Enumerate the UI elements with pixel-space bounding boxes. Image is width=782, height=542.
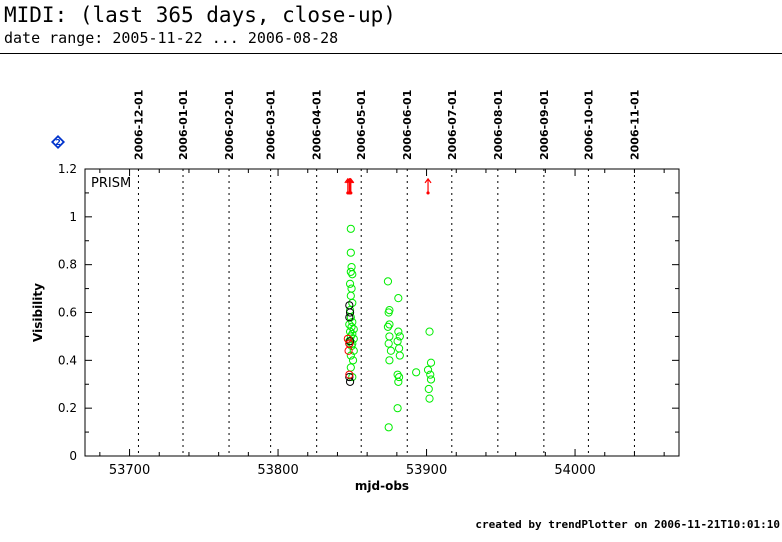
month-label: 2006-09-01 [538, 90, 551, 160]
y-tick-label: 1 [69, 210, 77, 224]
data-point [384, 308, 393, 317]
data-point [385, 356, 394, 365]
data-point [426, 375, 436, 384]
y-tick-label: 0.4 [58, 353, 77, 367]
y-tick-label: 0.8 [58, 258, 77, 272]
x-tick-label: 53700 [109, 463, 150, 478]
data-point [425, 327, 434, 336]
y-axis-label: Visibility [31, 283, 45, 342]
month-label: 2006-10-01 [582, 90, 595, 160]
data-point [394, 344, 404, 353]
data-point [348, 270, 357, 279]
data-point [346, 363, 355, 372]
data-point [423, 365, 433, 374]
chart-title: MIDI: (last 365 days, close-up) [4, 3, 396, 27]
y-tick-label: 0.6 [58, 306, 77, 320]
month-label: 2006-11-01 [628, 90, 641, 160]
data-point [345, 308, 355, 317]
month-label: 2006-07-01 [446, 90, 459, 160]
data-point [346, 267, 355, 276]
month-label: 2006-05-01 [355, 90, 368, 160]
data-point [346, 224, 355, 233]
data-point [426, 358, 436, 367]
help-diamond-icon[interactable]: 2 [51, 134, 65, 149]
data-point [394, 372, 404, 382]
month-label: 2006-12-01 [132, 90, 145, 160]
y-tick-label: 0.2 [58, 401, 77, 415]
y-tick-label: 1.2 [58, 162, 77, 176]
data-point [386, 346, 396, 355]
data-point [394, 327, 403, 336]
data-point [345, 313, 354, 322]
data-point [385, 332, 394, 341]
data-point [345, 370, 354, 379]
date-range-subtitle: date range: 2005-11-22 ... 2006-08-28 [4, 29, 339, 47]
data-point [412, 368, 421, 377]
month-label: 2006-01-01 [177, 90, 190, 160]
x-tick-label: 53900 [406, 463, 447, 478]
data-point [346, 291, 355, 300]
x-tick-label: 54000 [554, 463, 595, 478]
svg-text:2: 2 [55, 138, 61, 147]
plot-area-frame [84, 168, 680, 457]
month-label: 2006-06-01 [401, 90, 414, 160]
data-point [425, 394, 434, 403]
month-label: 2006-04-01 [311, 90, 324, 160]
data-point [383, 322, 393, 331]
data-point [384, 339, 393, 348]
data-point [426, 370, 435, 379]
footer-credit: created by trendPlotter on 2006-11-21T10… [475, 518, 780, 531]
data-point [345, 279, 355, 288]
axes: 53700 53800 53900 54000 0 0.2 0.4 0.6 0.8 1 1.2 [58, 162, 679, 478]
x-axis-label: mjd-obs [355, 479, 409, 493]
offscale-arrow-marker [424, 177, 432, 195]
data-point [343, 334, 352, 343]
data-point [348, 356, 358, 365]
data-point [384, 423, 393, 432]
data-point [394, 377, 403, 386]
month-label: 2006-08-01 [492, 90, 505, 160]
data-point [345, 327, 355, 336]
data-point [346, 351, 355, 360]
data-point [347, 284, 356, 293]
data-point [346, 248, 355, 257]
data-point [385, 320, 394, 329]
data-point [345, 372, 354, 382]
y-tick-label: 0 [69, 449, 77, 463]
data-point [394, 294, 403, 303]
month-label: 2006-02-01 [223, 90, 236, 160]
month-label: 2006-03-01 [265, 90, 278, 160]
x-tick-label: 53800 [257, 463, 298, 478]
month-markers: 2006-12-01 2006-01-01 2006-02-01 2006-03-01… [132, 90, 641, 456]
data-points [343, 177, 436, 432]
header-divider [0, 53, 782, 54]
data-point [383, 277, 393, 286]
data-point [424, 384, 433, 394]
data-point [395, 351, 404, 360]
prism-annotation: PRISM [91, 176, 131, 191]
data-point [395, 332, 404, 341]
data-point [348, 329, 357, 339]
offscale-arrow-marker [347, 177, 355, 195]
data-point [393, 404, 402, 413]
data-point [344, 346, 353, 355]
